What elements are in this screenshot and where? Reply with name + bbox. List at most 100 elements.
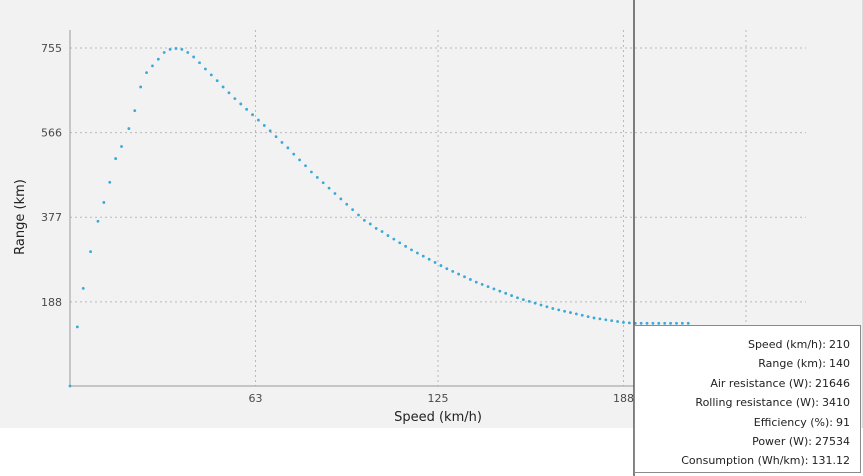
data-point (209, 73, 213, 77)
data-point (433, 261, 437, 264)
data-point (114, 157, 118, 160)
data-point (133, 109, 137, 113)
y-tick-label-0: 188 (41, 296, 62, 309)
data-point (227, 91, 231, 95)
data-point (380, 230, 384, 233)
data-point (351, 208, 355, 212)
data-point (239, 102, 243, 106)
data-point (156, 57, 160, 61)
readout-row: Consumption (Wh/km): 131.12 (643, 451, 850, 470)
data-point (127, 127, 131, 130)
data-point (645, 321, 649, 325)
x-axis-label: Speed (km/h) (394, 410, 482, 425)
data-point (233, 97, 237, 100)
data-point (139, 85, 143, 89)
x-tick-label-1: 125 (428, 392, 449, 405)
readout-row: Range (km): 140 (643, 354, 850, 373)
data-point (245, 107, 249, 111)
data-point (439, 264, 443, 267)
data-point (586, 315, 590, 319)
data-point (81, 287, 85, 290)
data-point (451, 269, 455, 273)
data-point (639, 321, 643, 325)
data-point (404, 244, 408, 248)
data-point (198, 61, 201, 65)
data-point (363, 218, 366, 222)
data-point (492, 287, 496, 291)
y-tick-label-3: 755 (41, 42, 62, 55)
data-point (96, 219, 100, 223)
data-point (386, 234, 390, 237)
readout-value: 131.12 (811, 454, 851, 468)
data-point (304, 164, 307, 168)
bottom-strip (0, 428, 634, 476)
readout-label: Speed (km/h): (747, 338, 826, 351)
readout-value: 210 (829, 338, 850, 351)
data-point (398, 241, 402, 245)
data-point (180, 47, 184, 51)
data-point (657, 321, 661, 325)
data-point (651, 321, 655, 325)
y-tick-label-2: 566 (41, 127, 62, 140)
data-point (480, 282, 484, 286)
data-point (516, 296, 519, 300)
data-point (457, 272, 461, 276)
y-axis-label: Range (km) (13, 179, 28, 255)
data-point (669, 321, 672, 325)
data-point (192, 55, 196, 59)
value-readout-panel: Speed (km/h): 210 Range (km): 140 Air resist… (634, 325, 861, 473)
data-point (504, 291, 508, 295)
x-tick-label-2: 188 (613, 392, 634, 405)
data-point (274, 135, 278, 139)
data-point (427, 257, 431, 261)
data-point (486, 285, 490, 289)
readout-label: Air resistance (W): (710, 376, 812, 390)
data-point (415, 251, 419, 255)
data-point (468, 278, 472, 281)
data-point (262, 124, 266, 127)
readout-value: 3410 (822, 396, 850, 410)
readout-row: Rolling resistance (W): 3410 (643, 393, 850, 412)
data-point (510, 294, 513, 297)
data-point (120, 145, 123, 148)
data-point (610, 319, 614, 323)
y-tick-label-1: 377 (41, 211, 62, 224)
readout-row: Efficiency (%): 91 (643, 413, 850, 432)
data-point (569, 311, 572, 314)
data-point (345, 202, 349, 206)
data-point (663, 321, 667, 325)
data-point (421, 254, 425, 258)
data-point (675, 321, 678, 325)
data-point (357, 213, 360, 217)
data-point (539, 303, 543, 307)
readout-label: Rolling resistance (W): (695, 396, 819, 410)
data-point (545, 305, 549, 309)
data-point (251, 113, 254, 117)
data-point (89, 250, 93, 254)
readout-value: 27534 (815, 434, 850, 448)
data-point (204, 67, 207, 71)
data-point (315, 175, 319, 179)
data-point (533, 301, 537, 305)
data-point (616, 320, 619, 323)
readout-row: Speed (km/h): 210 (643, 335, 850, 354)
readout-label: Consumption (Wh/km): (681, 454, 809, 468)
x-tick-label-0: 63 (248, 392, 262, 405)
data-point (102, 201, 106, 204)
readout-row: Power (W): 27534 (643, 432, 850, 451)
readout-row: Air resistance (W): 21646 (643, 374, 850, 393)
readout-label: Efficiency (%): (753, 415, 833, 429)
data-point (680, 321, 684, 325)
readout-label: Power (W): (752, 434, 812, 448)
data-point (410, 248, 413, 252)
readout-value: 140 (829, 357, 850, 371)
data-point (310, 170, 313, 174)
tick-labels: 63 125 188 188 377 566 755 (41, 42, 634, 405)
data-point (221, 85, 225, 89)
data-point (108, 180, 112, 184)
data-point (463, 275, 466, 279)
data-point (145, 71, 148, 75)
data-point (151, 64, 154, 68)
